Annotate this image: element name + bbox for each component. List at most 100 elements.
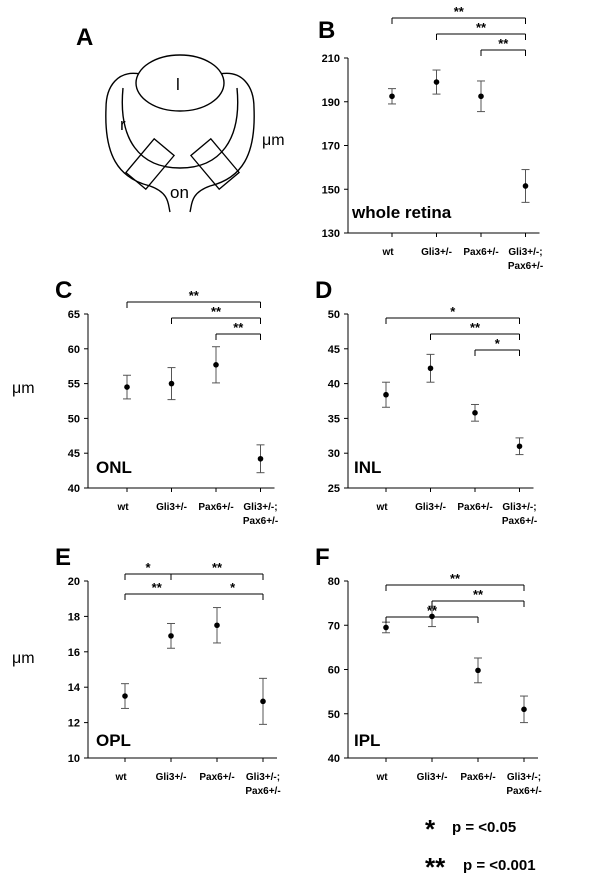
y-axis-unit-c: μm [12, 380, 35, 397]
category-label-line: Pax6+/- [502, 516, 537, 527]
category-label-line: Pax6+/- [243, 516, 278, 527]
category-label-line: Gli3+/-; [508, 247, 542, 258]
data-point-c [257, 455, 264, 462]
category-label-f: Gli3+/- [417, 772, 448, 783]
y-axis-unit-b: μm [262, 132, 285, 149]
y-tick-label-b: 210 [322, 53, 340, 65]
category-label-d: Gli3+/- [415, 502, 446, 513]
data-point-c [124, 384, 130, 390]
category-label-line: Pax6+/- [245, 786, 280, 797]
data-point-d [472, 410, 478, 416]
y-tick-label-c: 50 [68, 413, 80, 425]
significance-label-f: ** [427, 603, 438, 618]
significance-label-b: ** [454, 4, 465, 19]
data-point-d [427, 365, 434, 372]
category-label-c: Gli3+/-; Pax6+/- [243, 502, 278, 527]
data-point-e [122, 693, 128, 699]
y-tick-label-b: 170 [322, 141, 340, 153]
category-label-line: Pax6+/- [506, 786, 541, 797]
y-tick-label-e: 14 [68, 682, 81, 694]
lens-label: l [176, 75, 180, 94]
data-point-f [475, 667, 481, 674]
panel-title-d: INL [354, 458, 381, 477]
category-label-b: Gli3+/-; Pax6+/- [508, 247, 543, 272]
category-label-line: Gli3+/- [417, 772, 448, 783]
y-tick-label-b: 150 [322, 184, 340, 196]
category-label-e: Pax6+/- [199, 772, 234, 783]
data-point-d [383, 391, 389, 398]
data-point-e [260, 698, 266, 705]
category-label-f: wt [375, 772, 388, 783]
y-tick-label-f: 40 [328, 753, 340, 765]
chart-panel-f: F 40 50 60 70 80 wt Gli3+/- Pax6+/- Gli3+/-; Pax6+… [315, 544, 542, 797]
significance-label-c: ** [189, 288, 200, 303]
category-label-b: Pax6+/- [463, 247, 498, 258]
data-point-f [383, 624, 389, 631]
data-point-b [522, 183, 529, 189]
retina-label: r [120, 115, 126, 134]
y-tick-label-e: 20 [68, 576, 80, 588]
panel-title-f: IPL [354, 731, 380, 750]
significance-label-d: * [450, 304, 456, 319]
data-point-e [168, 633, 174, 639]
chart-panel-d: D 25 30 35 40 45 50 wt Gli3+/- Pax6+/- Gli3+/-; Pax… [315, 277, 537, 527]
significance-legend: * p = <0.05 ** p = <0.001 [425, 814, 536, 882]
category-label-c: wt [116, 502, 129, 513]
y-tick-label-f: 80 [328, 576, 340, 588]
panel-title-c: ONL [96, 458, 132, 477]
y-tick-label-d: 30 [328, 448, 340, 460]
legend-text-single: p = <0.05 [452, 819, 516, 836]
data-point-c [168, 380, 175, 387]
panel-letter-f: F [315, 544, 330, 571]
left-sample-box [124, 137, 176, 191]
y-tick-label-d: 50 [328, 309, 340, 321]
data-point-f [429, 613, 435, 620]
category-label-b: wt [381, 247, 394, 258]
y-axis-unit-e: μm [12, 650, 35, 667]
category-label-e: Gli3+/- [156, 772, 187, 783]
category-label-line: Pax6+/- [463, 247, 498, 258]
category-label-d: wt [375, 502, 388, 513]
category-label-d: Gli3+/-; Pax6+/- [502, 502, 537, 527]
significance-label-c: ** [233, 320, 244, 335]
data-point-d [516, 443, 523, 450]
category-label-line: Pax6+/- [508, 261, 543, 272]
data-point-e [214, 622, 220, 629]
data-point-b [433, 79, 440, 85]
y-tick-label-c: 65 [68, 309, 80, 321]
y-tick-label-d: 40 [328, 379, 340, 391]
category-label-line: wt [375, 502, 388, 513]
significance-label-e: ** [152, 580, 163, 595]
y-tick-label-e: 18 [68, 611, 80, 623]
category-label-c: Gli3+/- [156, 502, 187, 513]
chart-panel-c: Cμm 40 45 50 55 60 65 wt Gli3+/- Pax6+/- Gli3+/-; P… [12, 277, 278, 527]
category-label-e: Gli3+/-; Pax6+/- [245, 772, 280, 797]
significance-label-e: * [230, 580, 236, 595]
category-label-line: Pax6+/- [460, 772, 495, 783]
category-label-line: wt [116, 502, 129, 513]
right-sample-box [189, 137, 241, 191]
data-point-b [389, 93, 395, 100]
panel-title-e: OPL [96, 731, 131, 750]
panel-letter-e: E [55, 544, 71, 571]
chart-panel-e: Eμm 10 12 14 16 18 20 wt Gli3+/- Pax6+/- Gli3+/-; P… [12, 544, 281, 797]
y-tick-label-b: 130 [322, 228, 340, 240]
significance-label-b: ** [476, 20, 487, 35]
y-tick-label-f: 60 [328, 665, 340, 677]
legend-star-single: * [425, 814, 436, 844]
significance-label-c: ** [211, 304, 222, 319]
y-tick-label-d: 45 [328, 344, 340, 356]
retina-cup-outline [105, 72, 255, 213]
y-tick-label-c: 55 [68, 379, 80, 391]
y-tick-label-d: 35 [328, 413, 340, 425]
significance-label-f: ** [473, 587, 484, 602]
panel-letter-c: C [55, 277, 72, 304]
significance-label-e: ** [212, 560, 223, 575]
y-tick-label-e: 16 [68, 647, 80, 659]
category-label-line: Pax6+/- [457, 502, 492, 513]
category-label-b: Gli3+/- [421, 247, 452, 258]
category-label-line: Gli3+/-; [507, 772, 541, 783]
category-label-e: wt [114, 772, 127, 783]
